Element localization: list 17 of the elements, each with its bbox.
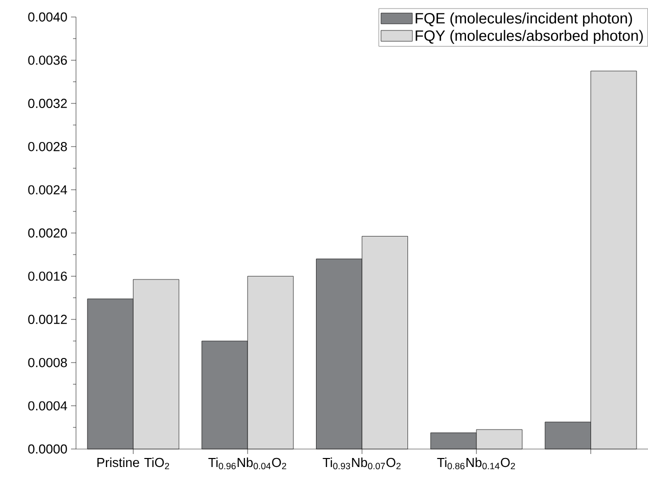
y-tick-label: 0.0032 (28, 98, 67, 108)
y-tick-label: 0.0020 (28, 228, 67, 238)
x-tick-label: Ti$_{0.86}$Nb$_{0.14}$O$_{2}$ (437, 458, 515, 470)
y-tick-label: 0.0024 (28, 185, 68, 194)
legend-label: FQE (molecules/incident photon) (416, 12, 632, 27)
x-tick-label: Ti$_{0.96}$Nb$_{0.04}$O$_{2}$ (208, 458, 286, 470)
y-tick-label: 0.0012 (28, 314, 67, 324)
y-tick-label: 0.0040 (28, 12, 67, 22)
y-tick-label: 0.0016 (28, 272, 67, 281)
y-tick-label: 0.0000 (28, 444, 67, 454)
x-tick-label: Pristine TiO$_{2}$ (97, 458, 170, 470)
y-tick-label: 0.0008 (28, 358, 67, 368)
x-tick-label: Ti$_{0.93}$Nb$_{0.07}$O$_{2}$ (322, 458, 401, 470)
y-tick-label: 0.0028 (28, 142, 67, 152)
legend-label: FQY (molecules/absorbed photon) (416, 30, 643, 44)
y-tick-label: 0.0036 (28, 56, 67, 65)
y-tick-label: 0.0004 (28, 401, 68, 410)
